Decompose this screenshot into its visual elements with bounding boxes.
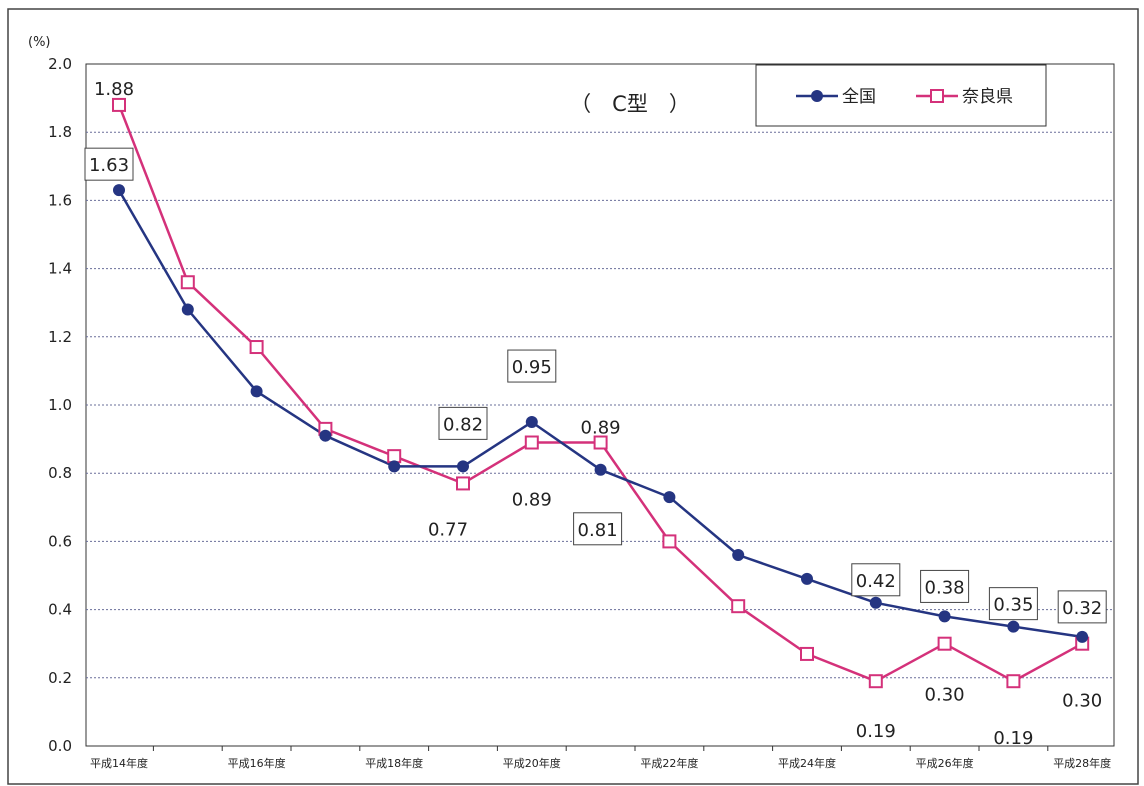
outer-frame <box>7 8 1139 785</box>
data-point-all-japan <box>319 429 332 442</box>
legend-label-nara: 奈良県 <box>962 87 1013 107</box>
data-point-nara <box>180 275 195 290</box>
data-point-nara <box>387 449 402 464</box>
data-point-all-japan <box>869 596 882 609</box>
x-tick-label: 平成14年度 <box>90 756 148 770</box>
chart-title: （ C型 ） <box>570 92 690 116</box>
data-label-box <box>507 349 557 383</box>
data-point-nara <box>937 636 952 651</box>
y-tick-label: 0.6 <box>48 532 72 550</box>
data-label: 1.88 <box>94 79 134 100</box>
data-point-nara <box>800 646 814 661</box>
data-point-nara <box>112 97 126 112</box>
y-tick-label: 1.2 <box>48 328 72 346</box>
y-tick-label: 1.4 <box>48 260 72 278</box>
data-point-all-japan <box>732 549 745 562</box>
y-tick-label: 0.4 <box>48 601 72 619</box>
y-tick-label: 1.0 <box>48 396 72 414</box>
data-point-all-japan <box>1076 630 1089 643</box>
data-label: 0.30 <box>1062 691 1102 712</box>
data-label: 0.81 <box>578 520 618 541</box>
data-point-all-japan <box>938 610 951 623</box>
x-tick-label: 平成24年度 <box>778 756 836 770</box>
data-point-all-japan <box>663 491 676 504</box>
data-label-layer: 1.88 1.63 0.82 0.77 0.95 0.89 0.89 0.81 0.42 0.19… <box>84 79 1107 749</box>
data-label: 0.42 <box>856 571 896 592</box>
data-point-all-japan <box>181 303 194 316</box>
data-label-box <box>84 147 134 181</box>
data-label: 0.82 <box>443 414 483 435</box>
y-tick-label: 1.8 <box>48 123 72 141</box>
data-point-all-japan <box>250 385 263 398</box>
y-tick-label: 0.8 <box>48 464 72 482</box>
data-point-nara <box>1006 674 1021 689</box>
y-tick-label: 1.6 <box>48 191 72 209</box>
data-label: 0.32 <box>1062 598 1102 619</box>
data-label-box <box>920 569 970 603</box>
x-tick-label: 平成26年度 <box>916 756 974 770</box>
data-point-all-japan <box>388 460 401 473</box>
data-point-all-japan <box>525 416 538 429</box>
grid-layer <box>86 131 1114 679</box>
y-tick-label: 0.2 <box>48 669 72 687</box>
x-tick-label: 平成16年度 <box>228 756 286 770</box>
data-label: 0.77 <box>428 519 468 540</box>
data-point-all-japan <box>113 184 125 197</box>
data-point-nara <box>593 435 608 450</box>
data-label-box <box>438 406 488 440</box>
data-label-box <box>988 587 1038 621</box>
data-label-box <box>573 512 623 546</box>
data-point-all-japan <box>1007 620 1020 633</box>
data-point-nara <box>456 476 470 491</box>
data-label-box <box>851 563 901 597</box>
data-point-nara <box>249 340 264 355</box>
data-point-nara <box>662 534 677 549</box>
tick-layer: 0.0 0.2 0.4 0.6 0.8 1.0 1.2 1.4 1.6 1.8 2.0 平成14年度 平… <box>48 55 1111 770</box>
x-tick-label: 平成28年度 <box>1053 756 1111 770</box>
legend-marker-nara <box>930 89 944 103</box>
data-label: 0.38 <box>925 577 965 598</box>
data-label: 0.30 <box>925 685 965 706</box>
data-label: 1.63 <box>89 155 129 176</box>
data-point-all-japan <box>457 460 469 473</box>
data-label-box <box>1057 590 1107 624</box>
legend-label-all-japan: 全国 <box>842 87 876 107</box>
x-tick-label: 平成20年度 <box>503 756 561 770</box>
y-tick-label: 2.0 <box>48 55 72 73</box>
legend: 全国 奈良県 <box>755 64 1047 127</box>
x-tick-label: 平成18年度 <box>365 756 423 770</box>
legend-marker-all-japan <box>811 90 823 102</box>
x-tick-label: 平成22年度 <box>640 756 698 770</box>
data-label: 0.89 <box>581 418 621 439</box>
data-label: 0.95 <box>512 357 552 378</box>
data-label: 0.35 <box>993 595 1033 616</box>
data-point-all-japan <box>594 463 607 476</box>
data-label: 0.89 <box>512 490 552 511</box>
data-point-nara <box>524 435 539 450</box>
y-axis-unit: (%) <box>28 35 51 50</box>
data-point-nara <box>731 599 746 614</box>
data-point-all-japan <box>801 572 813 585</box>
data-label: 0.19 <box>856 721 896 742</box>
series-layer <box>112 97 1090 689</box>
data-label: 0.19 <box>993 728 1033 749</box>
data-point-nara <box>868 674 883 689</box>
y-tick-label: 0.0 <box>48 737 72 755</box>
